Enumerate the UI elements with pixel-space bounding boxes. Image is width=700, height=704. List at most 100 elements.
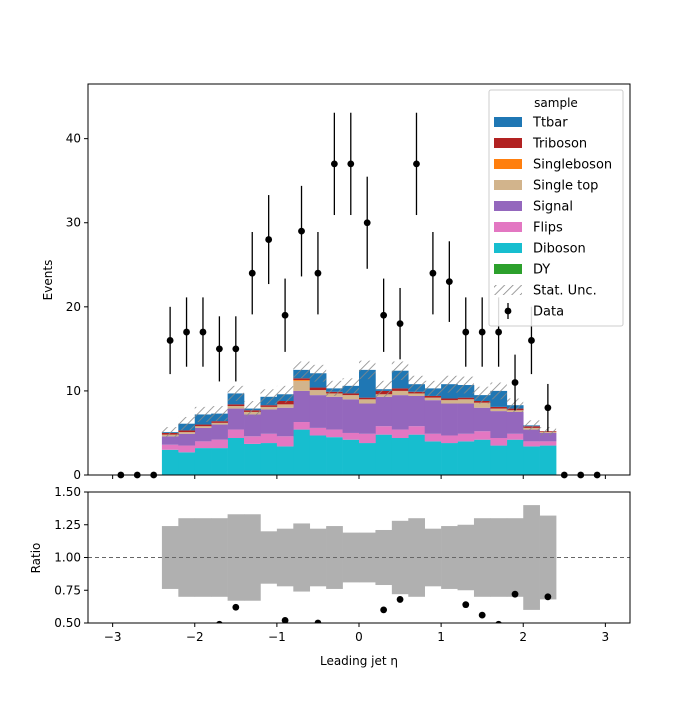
- bar-signal: [408, 395, 425, 427]
- ratio-y-tick-label: 0.75: [54, 583, 81, 597]
- data-point: [495, 328, 503, 336]
- bar-diboson: [539, 445, 557, 475]
- bar-diboson: [342, 439, 360, 475]
- bar-signal: [227, 408, 245, 430]
- legend-swatch-diboson: [494, 243, 522, 253]
- main-x-ticks: [112, 475, 606, 479]
- stat-unc-bin: [276, 385, 294, 403]
- bar-signal: [359, 403, 376, 434]
- bar-diboson: [457, 441, 475, 475]
- y-tick-label: 20: [66, 300, 81, 314]
- bar-diboson: [260, 443, 278, 475]
- ratio-point: [232, 603, 240, 611]
- stat-unc-bin: [260, 389, 277, 405]
- ratio-point: [314, 619, 322, 623]
- bar-single-top: [490, 408, 508, 412]
- bar-single-top: [194, 426, 212, 428]
- legend-swatch-signal: [494, 201, 522, 211]
- bar-triboson: [260, 405, 278, 407]
- stat-unc-bin: [473, 386, 491, 404]
- bar-triboson: [309, 387, 327, 391]
- bar-signal: [276, 407, 294, 437]
- data-point: [544, 404, 552, 412]
- x-tick-label: 1: [437, 630, 445, 644]
- stat-unc-bin: [293, 361, 310, 379]
- legend-label-dy: DY: [533, 263, 550, 278]
- y-tick-label: 0: [73, 468, 81, 482]
- ratio-point: [544, 593, 552, 601]
- bar-flips: [178, 445, 196, 453]
- stat-unc-bin: [490, 382, 507, 400]
- bar-single-top: [441, 400, 458, 404]
- ratio-unc-bin: [457, 524, 475, 591]
- legend-swatch-triboson: [494, 138, 522, 148]
- legend-label-ttbar: Ttbar: [532, 116, 568, 131]
- bar-signal: [161, 436, 179, 445]
- bar-flips: [276, 436, 294, 447]
- legend-swatch-ttbar: [494, 117, 522, 127]
- bar-flips: [539, 441, 557, 446]
- bar-flips: [457, 433, 475, 442]
- ratio-x-ticks: −3 −2 −1 0 1 2 3: [104, 623, 609, 644]
- ratio-unc-bin: [359, 532, 376, 583]
- bar-triboson: [359, 397, 376, 400]
- legend-box: [488, 89, 624, 327]
- bar-single-top: [309, 390, 327, 396]
- bar-single-top: [342, 395, 360, 400]
- bar-flips: [244, 436, 261, 444]
- bar-triboson: [391, 388, 409, 391]
- bar-diboson: [309, 435, 327, 475]
- bar-signal: [244, 414, 261, 437]
- bar-single-top: [424, 397, 442, 401]
- data-point: [199, 328, 207, 336]
- ratio-unc-bin: [539, 515, 557, 600]
- bar-diboson: [227, 438, 245, 475]
- ratio-unc-bin: [408, 518, 425, 597]
- y-tick-label: 30: [66, 216, 81, 230]
- bar-triboson: [342, 393, 360, 396]
- legend-label-singleboson: Singleboson: [533, 158, 612, 173]
- bar-signal: [211, 424, 228, 440]
- bar-diboson: [293, 429, 311, 475]
- data-point: [363, 219, 371, 227]
- ratio-unc-band: [161, 505, 557, 610]
- ratio-unc-bin: [161, 526, 179, 589]
- bar-triboson: [194, 424, 212, 427]
- bar-single-top: [227, 406, 245, 409]
- bar-flips: [309, 427, 327, 436]
- ratio-y-axis-label: Ratio: [29, 543, 43, 574]
- x-tick-label: −1: [268, 630, 286, 644]
- ratio-unc-bin: [260, 531, 278, 584]
- bar-flips: [506, 433, 524, 440]
- x-tick-label: 0: [355, 630, 363, 644]
- ratio-unc-bin: [441, 526, 458, 589]
- bar-flips: [473, 431, 491, 440]
- stat-unc-bin: [227, 385, 245, 402]
- bar-triboson: [293, 378, 311, 380]
- bar-flips: [408, 426, 425, 435]
- bar-single-top: [457, 399, 475, 404]
- ratio-y-tick-label: 0.50: [54, 616, 81, 630]
- bar-diboson: [244, 443, 261, 475]
- bar-triboson: [276, 401, 294, 405]
- ratio-y-tick-label: 1.50: [54, 485, 81, 499]
- stat-unc-bin: [326, 380, 343, 396]
- stat-unc-bin: [161, 427, 179, 438]
- legend-label-diboson: Diboson: [533, 242, 586, 257]
- bar-diboson: [359, 443, 376, 475]
- ratio-unc-bin: [211, 518, 228, 597]
- data-point: [347, 160, 355, 168]
- bar-flips: [227, 429, 245, 439]
- bar-flips: [490, 438, 508, 446]
- bar-diboson: [375, 434, 393, 475]
- bar-flips: [391, 429, 409, 439]
- bar-diboson: [276, 446, 294, 475]
- data-points: [117, 112, 601, 479]
- x-tick-label: 2: [519, 630, 527, 644]
- bar-triboson: [441, 398, 458, 401]
- ratio-point: [478, 611, 486, 619]
- data-point: [396, 320, 404, 328]
- bar-single-top: [178, 432, 196, 434]
